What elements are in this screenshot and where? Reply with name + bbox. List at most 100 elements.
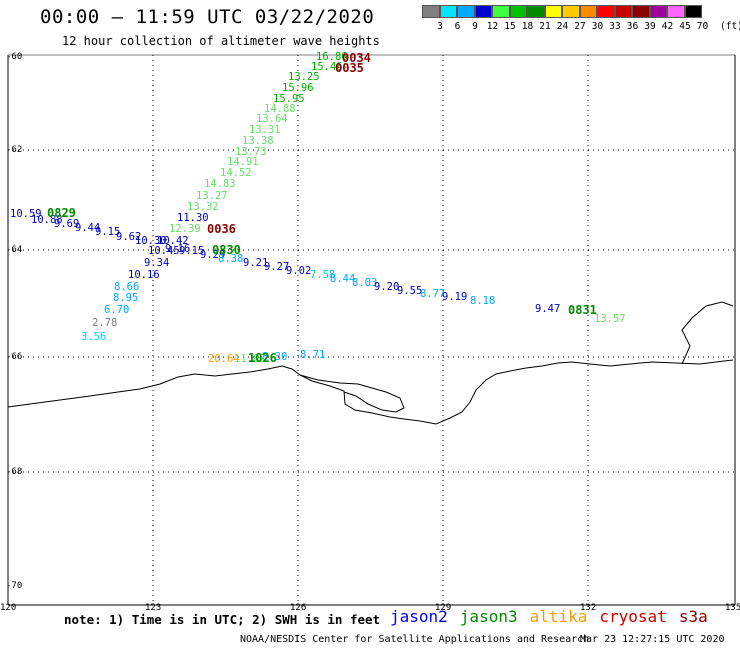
color-scale-swatch xyxy=(474,5,492,18)
wave-height-label: 14.83 xyxy=(204,178,236,190)
wave-height-label: 8.03 xyxy=(352,277,378,289)
wave-height-label: 9.15 xyxy=(179,245,205,257)
color-scale-swatch xyxy=(667,5,685,18)
wave-height-label: 15.46 xyxy=(311,61,343,73)
color-scale-tick-label: 42 xyxy=(661,21,674,32)
color-scale-tick-label: 36 xyxy=(626,21,639,32)
legend-entry-jason2: jason2 xyxy=(390,607,448,626)
wave-height-label: 10.88 xyxy=(31,214,63,226)
color-scale-swatch xyxy=(632,5,650,18)
wave-height-label: 7.58 xyxy=(310,269,336,281)
color-scale-swatch xyxy=(457,5,475,18)
color-scale-swatch xyxy=(614,5,632,18)
color-scale-tick-label: 18 xyxy=(521,21,534,32)
wave-height-label: 13.64 xyxy=(256,113,288,125)
wave-height-label: 10.59 xyxy=(10,208,42,220)
generated-timestamp: Mar 23 12:27:15 UTC 2020 xyxy=(580,634,725,645)
pass-time-label: 1026 xyxy=(248,351,277,365)
wave-height-label: 9.44 xyxy=(75,222,101,234)
wave-height-label: 9.21 xyxy=(243,257,269,269)
wave-height-label: 9.19 xyxy=(442,291,468,303)
wave-height-label: 10.45 xyxy=(148,245,180,257)
wave-height-label: 9.69 xyxy=(54,218,80,230)
wave-height-label: 9.47 xyxy=(535,303,561,315)
longitude-label: 120 xyxy=(0,603,17,613)
wave-height-label: 8.44 xyxy=(330,273,356,285)
pass-time-label: 0831 xyxy=(568,303,597,317)
color-scale-tick-label: 33 xyxy=(609,21,621,32)
longitude-label: 132 xyxy=(580,603,597,613)
wave-height-label: 15.96 xyxy=(282,82,314,94)
color-scale-tick-label: 6 xyxy=(454,21,461,32)
wave-height-label: 8.66 xyxy=(114,281,140,293)
wave-height-label: 3.56 xyxy=(81,331,107,343)
wave-height-label: 8.71 xyxy=(300,349,326,361)
wave-height-label: 10.30 xyxy=(135,235,167,247)
color-scale-swatch xyxy=(544,5,562,18)
wave-height-label: 14.88 xyxy=(264,103,296,115)
color-scale-bar xyxy=(422,5,702,18)
wave-height-label: 8.38 xyxy=(218,253,244,265)
color-scale-tick-label: 70 xyxy=(696,21,709,32)
wave-height-label: 11.82 xyxy=(234,353,266,365)
legend-entry-altika: altika xyxy=(529,607,588,626)
wave-height-label: 10.42 xyxy=(157,235,189,247)
wave-height-label: 13.31 xyxy=(249,124,281,136)
wave-height-label: 9.02 xyxy=(286,265,312,277)
color-scale-swatch xyxy=(509,5,527,18)
wave-height-label: 13.38 xyxy=(242,135,274,147)
map-frame xyxy=(7,54,736,606)
color-scale-swatch xyxy=(649,5,667,18)
wave-height-label: 9.55 xyxy=(397,285,423,297)
wave-height-label: 12.39 xyxy=(169,223,201,235)
wave-height-label: 8.77 xyxy=(420,288,446,300)
wave-height-label: 13.57 xyxy=(594,313,626,325)
pass-time-label: 0829 xyxy=(47,206,76,220)
antarctic-coastline xyxy=(7,301,734,425)
color-scale-swatch xyxy=(422,5,440,18)
wave-height-label: 9.34 xyxy=(144,257,170,269)
pass-time-label: 0034 xyxy=(342,51,371,65)
color-scale-tick-label: 3 xyxy=(437,21,443,32)
wave-height-label: 20.64 xyxy=(208,353,240,365)
graticule xyxy=(8,55,735,605)
wave-height-label: 13.32 xyxy=(187,201,219,213)
wave-height-label: 14.91 xyxy=(227,156,259,168)
longitude-label: 129 xyxy=(435,603,452,613)
latitude-label: -64 xyxy=(6,245,23,255)
wave-height-label: 13.25 xyxy=(288,71,320,83)
wave-height-label: 13.27 xyxy=(196,190,228,202)
wave-height-label: 13.73 xyxy=(235,146,267,158)
footnote: note: 1) Time is in UTC; 2) SWH is in fe… xyxy=(64,612,381,627)
wave-height-label: 9.29 xyxy=(200,249,226,261)
legend-entry-s3a: s3a xyxy=(678,607,708,626)
color-scale-tick-label: 21 xyxy=(539,21,551,32)
color-scale-tick-label: 12 xyxy=(486,21,499,32)
chart-title: 00:00 – 11:59 UTC 03/22/2020 xyxy=(40,6,375,28)
wave-height-label: 9.62 xyxy=(116,231,142,243)
color-scale-tick-label: 39 xyxy=(644,21,656,32)
wave-height-label: 9.16 xyxy=(165,243,191,255)
wave-height-label: 9.27 xyxy=(264,261,290,273)
color-scale-tick-label: 15 xyxy=(504,21,516,32)
wave-height-label: 15.95 xyxy=(273,93,305,105)
pass-time-label: 0036 xyxy=(207,222,236,236)
wave-height-label: 11.30 xyxy=(177,212,209,224)
longitude-label: 126 xyxy=(290,603,307,613)
satellite-legend: jason2 jason3 altika cryosat s3a xyxy=(390,607,720,626)
pass-time-label: 0830 xyxy=(212,243,241,257)
longitude-label: 135 xyxy=(725,603,740,613)
pass-time-label: 0035 xyxy=(335,61,364,75)
latitude-label: -66 xyxy=(6,352,23,362)
wave-height-label: 10.16 xyxy=(128,269,160,281)
color-scale-swatch xyxy=(439,5,457,18)
latitude-label: -68 xyxy=(6,467,23,477)
wave-height-label: 14.52 xyxy=(220,167,252,179)
color-scale-swatch xyxy=(597,5,615,18)
latitude-label: -70 xyxy=(6,581,23,591)
wave-height-label: 6.70 xyxy=(104,304,130,316)
color-scale-swatch xyxy=(492,5,510,18)
latitude-label: -62 xyxy=(6,145,23,155)
credit-line: NOAA/NESDIS Center for Satellite Applica… xyxy=(240,634,590,645)
